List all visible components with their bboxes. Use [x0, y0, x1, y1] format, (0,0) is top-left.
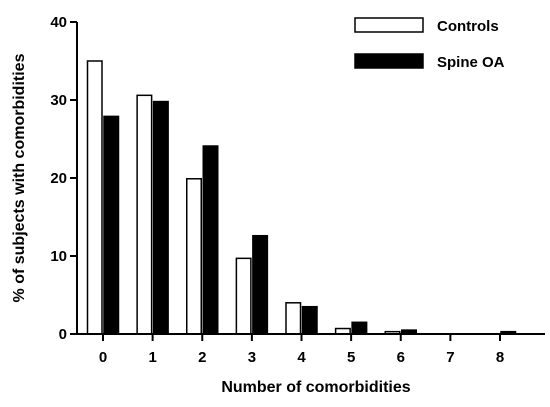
bar-spine-oa [301, 305, 318, 335]
y-tick-label: 0 [59, 326, 67, 343]
y-tick-label: 10 [50, 248, 67, 265]
x-tick-label: 2 [198, 349, 206, 366]
bar-controls [136, 94, 153, 335]
bar-spine-oa [351, 321, 368, 335]
legend-swatch-spine-oa [354, 53, 424, 69]
legend-label: Spine OA [437, 54, 505, 71]
x-tick-label: 6 [397, 349, 405, 366]
y-axis-ticks: 0 10 20 30 40 [50, 14, 77, 343]
x-axis-ticks: 0 1 2 3 4 5 6 7 8 [99, 334, 504, 366]
bar-controls [186, 178, 202, 335]
x-tick-label: 7 [446, 349, 454, 366]
y-tick-label: 20 [50, 170, 67, 187]
y-tick-label: 30 [50, 92, 67, 109]
legend: Controls Spine OA [354, 17, 505, 71]
x-axis-title: Number of comorbidities [221, 379, 410, 396]
x-tick-label: 8 [496, 349, 504, 366]
x-tick-label: 3 [248, 349, 256, 366]
bar-controls [285, 302, 302, 335]
legend-swatch-controls [354, 17, 424, 33]
bars [86, 60, 517, 335]
bar-spine-oa [152, 100, 169, 335]
x-tick-label: 4 [297, 349, 306, 366]
y-axis-title: % of subjects with comorbidities [11, 53, 28, 302]
x-tick-label: 0 [99, 349, 107, 366]
bar-controls [235, 257, 252, 335]
x-tick-label: 1 [148, 349, 156, 366]
bar-spine-oa [202, 145, 219, 335]
bar-controls [86, 60, 103, 335]
legend-label: Controls [437, 18, 499, 35]
bar-spine-oa [103, 115, 120, 335]
bar-spine-oa [252, 234, 269, 335]
y-tick-label: 40 [50, 14, 67, 31]
x-tick-label: 5 [347, 349, 355, 366]
